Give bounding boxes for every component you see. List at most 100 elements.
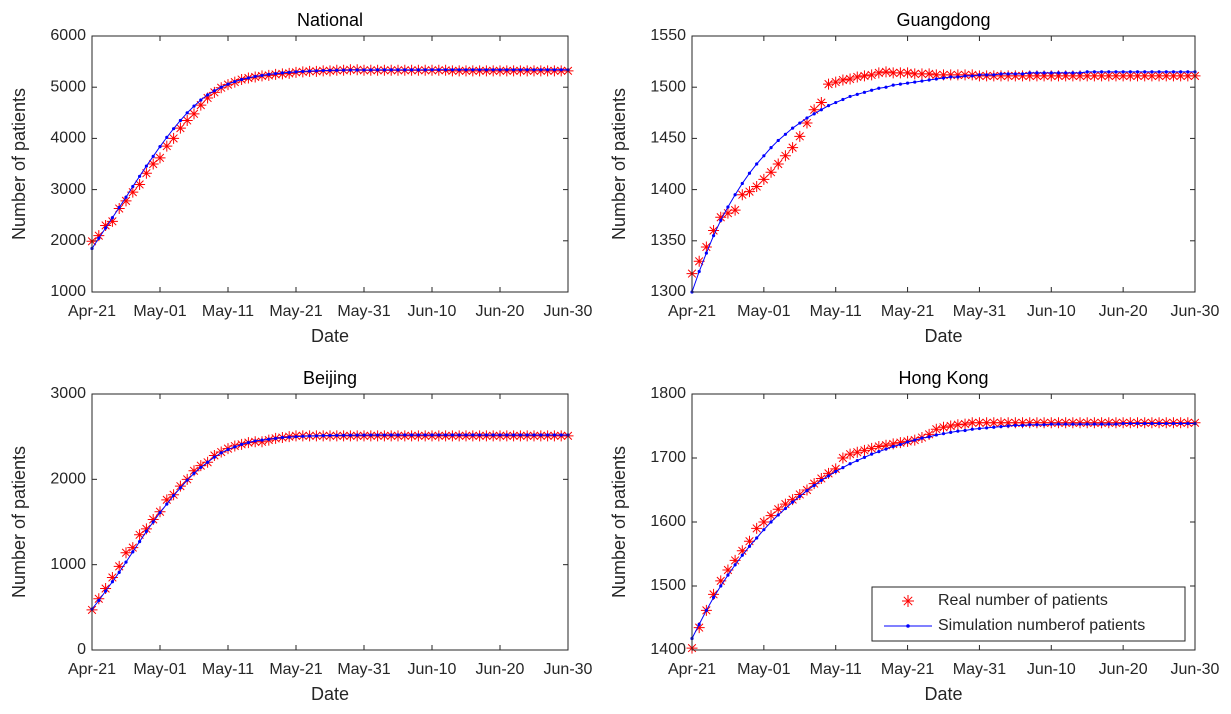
point [1042,423,1046,427]
point [138,540,142,544]
legend: Real number of patients Simulation number… [871,586,1186,642]
point [559,433,563,437]
point [866,442,878,454]
point [1064,422,1068,426]
point [823,78,835,90]
point [1099,422,1104,426]
point [151,154,155,158]
point [1078,71,1082,75]
legend-swatch [906,624,910,628]
point [110,216,114,220]
point [226,447,230,452]
point [1171,70,1176,74]
point [1024,70,1036,82]
point [1117,70,1129,82]
point [941,432,946,436]
point [206,460,210,464]
y-axis-label: Number of patients [609,446,629,598]
point [124,560,128,564]
point [751,522,763,534]
y-tick-label: 1400 [650,641,686,658]
point [260,73,264,78]
point [884,447,888,451]
point [733,563,737,567]
point [740,181,744,186]
point [862,455,867,459]
point [1128,421,1132,426]
point [711,234,716,238]
point [1135,421,1140,426]
point [518,433,523,437]
point [464,433,468,437]
x-tick-label: May-21 [269,303,322,320]
point [841,466,845,470]
point [1150,70,1154,74]
x-axis-label: Date [311,326,349,346]
point [178,486,182,490]
x-tick-label: May-31 [953,303,1006,320]
point [181,114,193,126]
point [498,433,502,437]
point [841,97,845,102]
point [747,171,752,175]
point [1175,70,1187,82]
point [719,584,723,588]
point [1186,421,1190,426]
point [930,423,942,435]
point [985,73,989,77]
x-tick-label: Apr-21 [668,661,716,678]
point [708,225,720,237]
x-tick-label: May-31 [337,661,390,678]
point [192,104,196,108]
point [866,69,878,81]
point [212,455,216,459]
point [779,150,791,162]
point [1099,70,1104,74]
point [973,417,985,429]
point [410,68,414,72]
point [416,433,420,437]
point [952,419,964,431]
point [308,69,312,73]
point [450,68,454,72]
point [1049,71,1053,75]
y-tick-label: 2000 [50,232,86,249]
point [708,588,720,600]
point [1103,70,1115,82]
point [1186,70,1190,74]
point [1056,71,1061,75]
point [894,437,906,449]
point [97,236,101,240]
point [736,545,748,557]
point [949,430,953,434]
point [1139,70,1151,82]
point [783,132,788,136]
point [172,493,176,498]
point [144,529,148,533]
point [715,211,727,223]
legend-swatch [902,595,914,607]
point [208,449,220,461]
y-tick-label: 1500 [650,78,686,95]
point [995,70,1007,82]
point [740,553,744,557]
point [219,85,223,89]
point [762,154,766,158]
point [106,215,118,227]
point [927,435,931,439]
x-tick-label: Jun-30 [544,661,593,678]
point [287,435,291,439]
point [147,513,159,525]
point [355,433,359,437]
point [471,68,475,72]
y-tick-label: 1400 [650,181,686,198]
point [430,433,434,437]
point [389,433,393,437]
point [539,68,543,72]
y-tick-label: 1000 [50,283,86,300]
point [966,417,978,429]
point [552,68,557,72]
point [743,535,755,547]
point [949,75,953,79]
point [877,86,881,90]
